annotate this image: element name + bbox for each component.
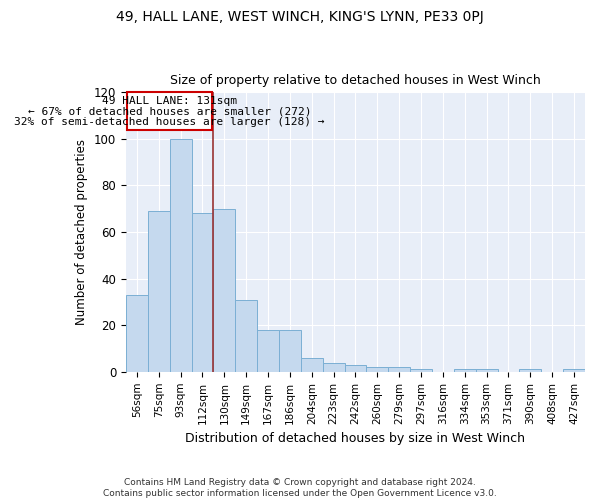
Bar (214, 209, 235, 372)
Bar (520, 370, 541, 372)
X-axis label: Distribution of detached houses by size in West Winch: Distribution of detached houses by size … (185, 432, 526, 445)
Bar (279, 330, 301, 372)
Bar (563, 370, 585, 372)
Bar (344, 365, 367, 372)
Bar (476, 370, 497, 372)
Bar (388, 367, 410, 372)
Bar (170, 139, 191, 372)
Bar (301, 358, 323, 372)
Bar (367, 367, 388, 372)
Text: Contains HM Land Registry data © Crown copyright and database right 2024.
Contai: Contains HM Land Registry data © Crown c… (103, 478, 497, 498)
Text: 32% of semi-detached houses are larger (128) →: 32% of semi-detached houses are larger (… (14, 117, 325, 127)
Bar (126, 295, 148, 372)
Bar (323, 362, 344, 372)
Y-axis label: Number of detached properties: Number of detached properties (76, 139, 88, 325)
Text: 49 HALL LANE: 131sqm: 49 HALL LANE: 131sqm (102, 96, 237, 106)
Text: ← 67% of detached houses are smaller (272): ← 67% of detached houses are smaller (27… (28, 106, 311, 117)
Text: 49, HALL LANE, WEST WINCH, KING'S LYNN, PE33 0PJ: 49, HALL LANE, WEST WINCH, KING'S LYNN, … (116, 10, 484, 24)
Bar (148, 211, 170, 372)
Bar (235, 300, 257, 372)
Bar (454, 370, 476, 372)
Title: Size of property relative to detached houses in West Winch: Size of property relative to detached ho… (170, 74, 541, 87)
FancyBboxPatch shape (127, 92, 212, 130)
Bar (257, 330, 279, 372)
Bar (410, 370, 432, 372)
Bar (191, 214, 214, 372)
